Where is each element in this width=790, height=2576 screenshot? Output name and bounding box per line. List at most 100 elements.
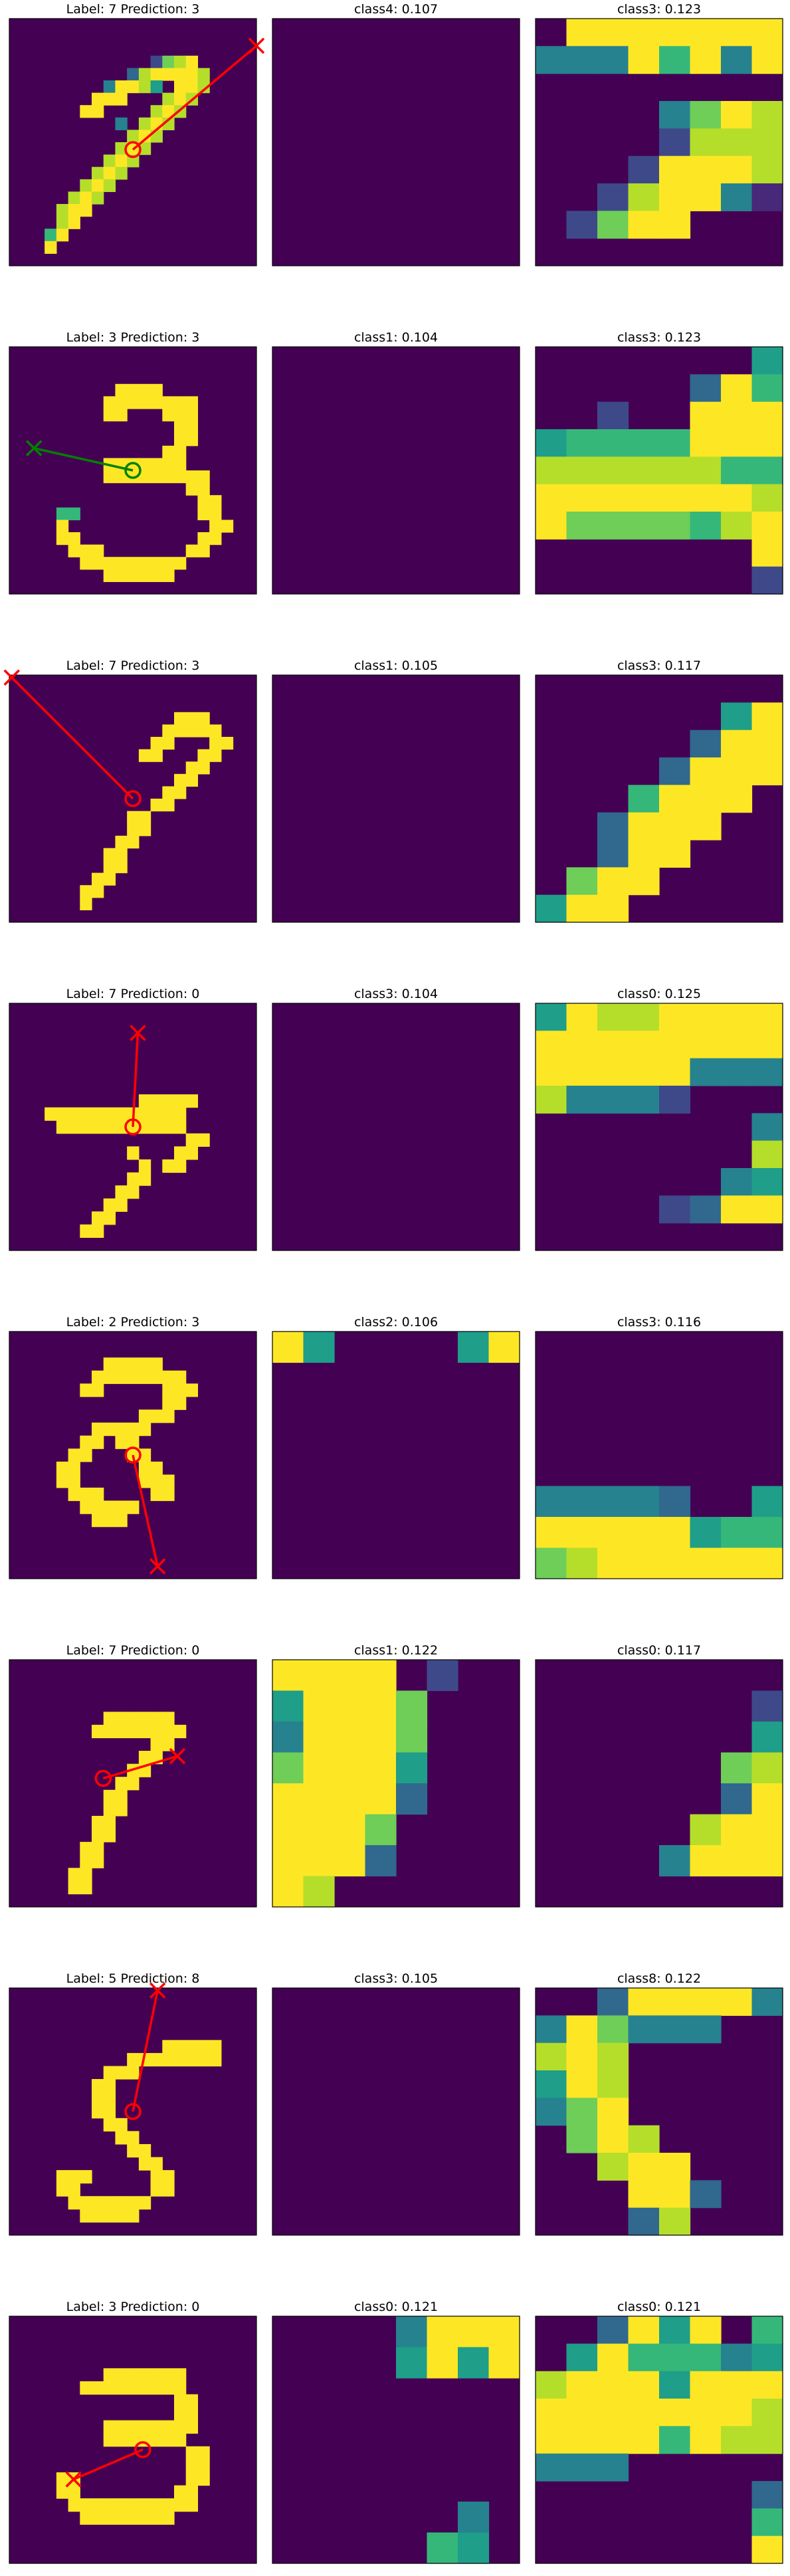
heatmap-right-cell xyxy=(566,1003,598,1031)
digit-image-cell xyxy=(162,2420,175,2434)
digit-image-cell xyxy=(80,2196,92,2210)
digit-image-cell xyxy=(162,2183,175,2197)
heatmap-middle-cell xyxy=(272,1814,304,1846)
digit-image-cell xyxy=(115,2381,128,2395)
digit-image-cell xyxy=(80,1880,92,1895)
digit-image-cell xyxy=(127,130,140,143)
digit-image-cell xyxy=(103,1724,116,1739)
digit-image-cell xyxy=(103,569,116,582)
heatmap-right-cell xyxy=(751,101,783,129)
digit-image-cell xyxy=(127,2209,140,2223)
digit-image-cell xyxy=(197,495,210,508)
heatmap-right-cell xyxy=(659,211,691,239)
heatmap-right-cell xyxy=(628,1086,660,1114)
digit-image-cell xyxy=(174,2368,187,2382)
digit-image-cell xyxy=(138,470,151,484)
digit-image-cell xyxy=(115,1514,128,1528)
heatmap-middle-background xyxy=(272,1988,520,2235)
heatmap-middle-cell xyxy=(458,2502,490,2533)
digit-image-cell xyxy=(92,1514,104,1528)
digit-image-cell xyxy=(127,154,140,167)
digit-image-cell xyxy=(162,458,175,471)
digit-image-cell xyxy=(138,1461,151,1475)
digit-image-cell xyxy=(150,1461,163,1475)
heatmap-right-cell xyxy=(721,1845,753,1877)
heatmap-right-cell xyxy=(721,183,753,211)
digit-image-cell xyxy=(127,396,140,409)
heatmap-right-cell xyxy=(690,512,722,540)
digit-image-cell xyxy=(174,1370,187,1384)
heatmap-right-cell xyxy=(751,456,783,485)
panel-title-middle: class3: 0.105 xyxy=(354,1971,438,1986)
heatmap-right-cell xyxy=(751,1168,783,1196)
heatmap-middle-cell xyxy=(303,1845,335,1877)
heatmap-right-cell xyxy=(659,1086,691,1114)
panel-title-input: Label: 7 Prediction: 3 xyxy=(66,2,200,17)
heatmap-right-cell xyxy=(751,1031,783,1059)
heatmap-right-cell xyxy=(690,1195,722,1224)
heatmap-right-cell xyxy=(751,19,783,47)
digit-image xyxy=(9,2316,257,2564)
digit-image-cell xyxy=(150,799,163,812)
digit-image-cell xyxy=(92,1487,104,1502)
digit-image-cell xyxy=(127,1724,140,1739)
digit-image-cell xyxy=(115,1803,128,1817)
heatmap-right-cell xyxy=(659,1195,691,1224)
digit-image-cell xyxy=(127,1435,140,1449)
heatmap-right-cell xyxy=(566,1086,598,1114)
digit-image-cell xyxy=(68,204,80,217)
heatmap-right-cell xyxy=(690,2399,722,2427)
heatmap-middle-cell xyxy=(488,2347,520,2379)
target-cross-icon xyxy=(149,1558,166,1575)
heatmap-middle xyxy=(272,18,520,266)
heatmap-right-cell xyxy=(751,2316,783,2344)
heatmap-right-cell xyxy=(566,46,598,74)
digit-image-cell xyxy=(162,1737,175,1751)
digit-image-cell xyxy=(150,383,163,397)
digit-image-cell xyxy=(68,191,80,205)
digit-image-cell xyxy=(103,2420,116,2434)
heatmap-middle xyxy=(272,1331,520,1579)
heatmap-right-cell xyxy=(690,1517,722,1549)
heatmap-middle-cell xyxy=(334,1814,366,1846)
digit-image-cell xyxy=(80,897,92,910)
digit-image-cell xyxy=(174,55,187,68)
digit-image-cell xyxy=(150,1094,163,1108)
heatmap-right-cell xyxy=(659,1845,691,1877)
digit-image-cell xyxy=(150,1712,163,1726)
origin-circle-icon xyxy=(124,141,142,158)
digit-image-cell xyxy=(56,2170,69,2184)
heatmap-right-cell xyxy=(566,2125,598,2153)
heatmap-right-cell xyxy=(751,1783,783,1815)
digit-image-cell xyxy=(209,749,222,762)
digit-image-cell xyxy=(45,241,57,254)
digit-image-cell xyxy=(209,2052,222,2067)
digit-image-cell xyxy=(162,2433,175,2447)
heatmap-right-cell xyxy=(751,1003,783,1031)
heatmap-right-cell xyxy=(628,1517,660,1549)
heatmap-right-cell xyxy=(690,1547,722,1579)
digit-image-cell xyxy=(127,1185,140,1199)
digit-image-cell xyxy=(174,2498,187,2512)
digit-image-cell xyxy=(162,117,175,130)
heatmap-right-cell xyxy=(566,484,598,512)
heatmap-right-cell xyxy=(566,456,598,485)
digit-image-cell xyxy=(162,1107,175,1121)
digit-image-cell xyxy=(197,761,210,775)
digit-image-cell xyxy=(185,409,199,422)
arrow-line xyxy=(102,1755,178,1780)
panel-title-right: class0: 0.117 xyxy=(617,1643,701,1658)
heatmap-right-cell xyxy=(597,2371,629,2399)
digit-image-cell xyxy=(127,2498,140,2512)
heatmap-right-cell xyxy=(751,1113,783,1141)
heatmap-right-cell xyxy=(721,702,753,731)
heatmap-right-cell xyxy=(597,2453,629,2482)
digit-image-cell xyxy=(103,2368,116,2382)
heatmap-right-cell xyxy=(628,2207,660,2236)
panel-title-middle: class1: 0.122 xyxy=(354,1643,438,1658)
digit-image-cell xyxy=(68,2485,80,2499)
heatmap-right-cell xyxy=(597,2399,629,2427)
digit-image-cell xyxy=(185,2472,199,2486)
heatmap-right-cell xyxy=(659,128,691,157)
heatmap-right-cell xyxy=(751,1486,783,1518)
